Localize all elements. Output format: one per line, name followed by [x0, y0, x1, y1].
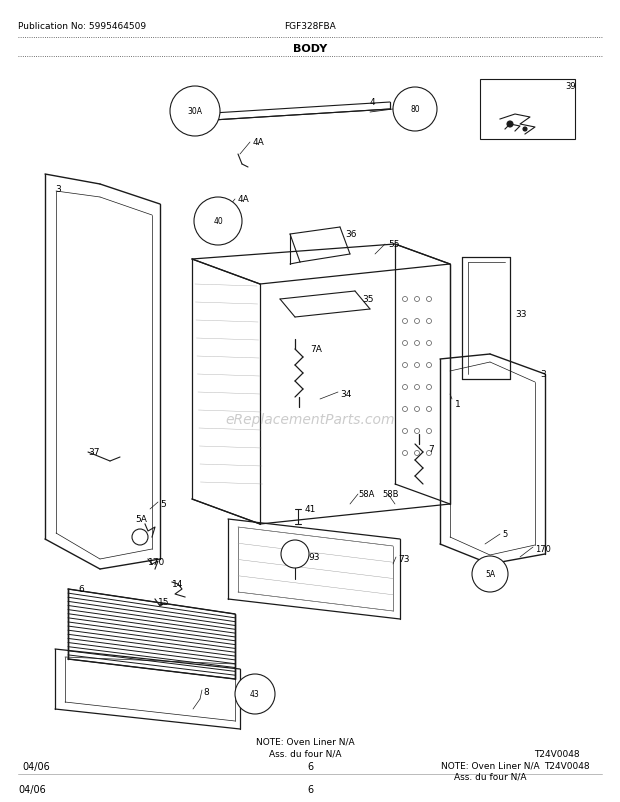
Circle shape: [132, 529, 148, 545]
Circle shape: [472, 557, 508, 592]
Text: 58A: 58A: [358, 489, 374, 498]
Circle shape: [415, 319, 420, 324]
Text: 80: 80: [410, 105, 420, 115]
Circle shape: [415, 385, 420, 390]
Text: 4A: 4A: [253, 138, 265, 147]
Circle shape: [427, 429, 432, 434]
Circle shape: [402, 297, 407, 302]
Text: 35: 35: [362, 294, 373, 304]
Text: 170: 170: [148, 557, 166, 566]
Circle shape: [427, 385, 432, 390]
Text: 4: 4: [370, 98, 376, 107]
Text: 40: 40: [213, 217, 223, 226]
Text: 43: 43: [250, 690, 260, 699]
Circle shape: [415, 297, 420, 302]
Text: 37: 37: [88, 448, 99, 456]
Circle shape: [402, 385, 407, 390]
Circle shape: [235, 674, 275, 714]
Circle shape: [427, 451, 432, 456]
Text: 6: 6: [307, 784, 313, 794]
Text: 5: 5: [502, 529, 507, 538]
Text: 5: 5: [160, 500, 166, 508]
Text: 36: 36: [345, 229, 356, 239]
Text: 55: 55: [388, 240, 399, 249]
Text: 3: 3: [540, 370, 546, 379]
Text: 4A: 4A: [238, 195, 250, 204]
Text: NOTE: Oven Liner N/A: NOTE: Oven Liner N/A: [255, 737, 354, 746]
Text: 04/06: 04/06: [18, 784, 46, 794]
Circle shape: [427, 341, 432, 346]
Circle shape: [402, 429, 407, 434]
Circle shape: [415, 429, 420, 434]
Text: 170: 170: [535, 545, 551, 553]
Circle shape: [427, 363, 432, 368]
Ellipse shape: [285, 549, 305, 561]
Circle shape: [170, 87, 220, 137]
Text: BODY: BODY: [293, 44, 327, 54]
Circle shape: [507, 122, 513, 128]
Text: 3: 3: [55, 184, 61, 194]
Text: 6: 6: [307, 761, 313, 771]
Text: 58B: 58B: [382, 489, 399, 498]
Text: 33: 33: [515, 310, 526, 318]
Circle shape: [415, 341, 420, 346]
Text: 7: 7: [428, 444, 434, 453]
Text: 41: 41: [305, 504, 316, 513]
Text: 73: 73: [398, 554, 409, 563]
Circle shape: [402, 341, 407, 346]
Circle shape: [415, 363, 420, 368]
Text: 30A: 30A: [187, 107, 203, 116]
Text: T24V0048: T24V0048: [544, 761, 590, 770]
Text: 5A: 5A: [135, 514, 147, 524]
Text: 8: 8: [203, 687, 209, 696]
Circle shape: [427, 407, 432, 412]
Circle shape: [427, 319, 432, 324]
Text: FGF328FBA: FGF328FBA: [284, 22, 336, 31]
Text: T24V0048: T24V0048: [534, 749, 580, 758]
Text: 04/06: 04/06: [22, 761, 50, 771]
Text: Ass. du four N/A: Ass. du four N/A: [454, 772, 526, 781]
Circle shape: [415, 451, 420, 456]
Circle shape: [402, 451, 407, 456]
Text: 14: 14: [172, 579, 184, 588]
Bar: [480, 80, 575, 140]
Circle shape: [402, 407, 407, 412]
Text: 7A: 7A: [310, 345, 322, 354]
Text: NOTE: Oven Liner N/A: NOTE: Oven Liner N/A: [441, 761, 539, 770]
Circle shape: [281, 541, 309, 569]
Circle shape: [427, 297, 432, 302]
Text: eReplacementParts.com: eReplacementParts.com: [225, 412, 395, 427]
Text: 1: 1: [455, 399, 461, 408]
Text: 15: 15: [158, 597, 169, 606]
Circle shape: [402, 319, 407, 324]
Circle shape: [415, 407, 420, 412]
Circle shape: [393, 88, 437, 132]
Circle shape: [402, 363, 407, 368]
Text: Publication No: 5995464509: Publication No: 5995464509: [18, 22, 146, 31]
Circle shape: [194, 198, 242, 245]
Text: 34: 34: [340, 390, 352, 399]
Circle shape: [523, 128, 527, 132]
Text: Ass. du four N/A: Ass. du four N/A: [268, 749, 341, 758]
Text: 6: 6: [78, 585, 84, 593]
Text: 93: 93: [308, 553, 319, 561]
Text: 5A: 5A: [485, 569, 495, 579]
Text: 39: 39: [565, 82, 575, 91]
